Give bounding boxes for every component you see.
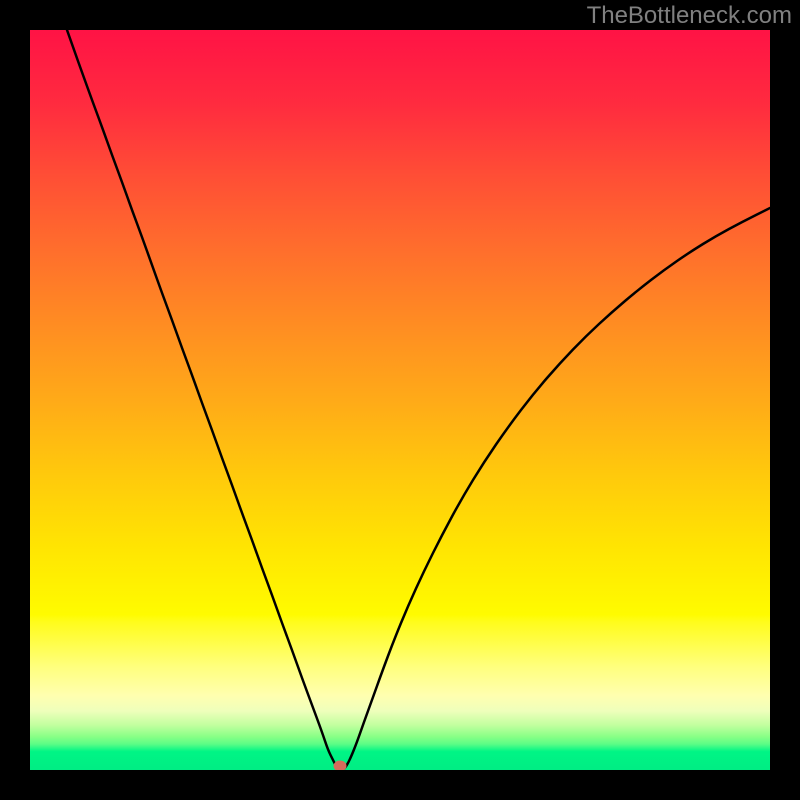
- optimal-point-marker: [334, 760, 347, 770]
- plot-area: [30, 30, 770, 770]
- watermark-text: TheBottleneck.com: [587, 2, 792, 30]
- curve-path: [67, 30, 770, 770]
- bottleneck-curve: [30, 30, 770, 770]
